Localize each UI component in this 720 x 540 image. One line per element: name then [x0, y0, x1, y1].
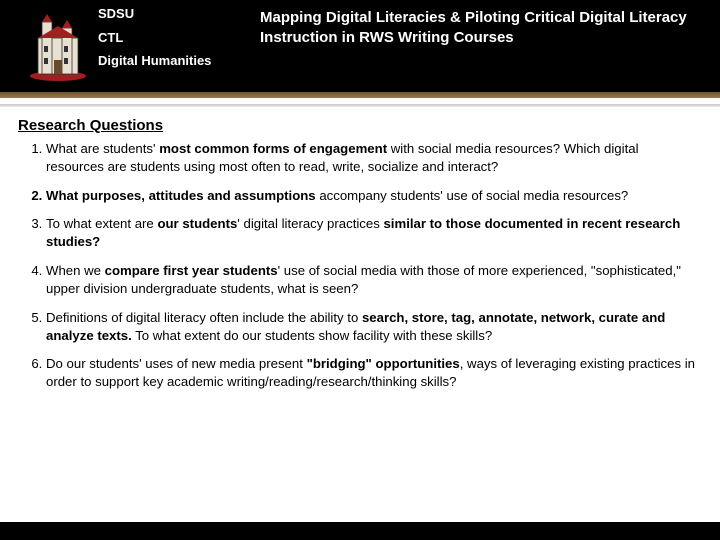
- question-text: What are students' most common forms of …: [46, 141, 639, 174]
- question-text: Definitions of digital literacy often in…: [46, 310, 665, 343]
- header-label-ctl: CTL: [98, 30, 211, 46]
- question-text: Do our students' uses of new media prese…: [46, 356, 695, 389]
- question-list: What are students' most common forms of …: [18, 140, 702, 391]
- slide-title: Mapping Digital Literacies & Piloting Cr…: [260, 8, 708, 49]
- institution-logo: [28, 10, 88, 82]
- header-label-sdsu: SDSU: [98, 6, 211, 22]
- header-label-dh: Digital Humanities: [98, 53, 211, 69]
- question-item: What are students' most common forms of …: [46, 140, 702, 176]
- question-item: What purposes, attitudes and assumptions…: [46, 187, 702, 205]
- question-item: Do our students' uses of new media prese…: [46, 355, 702, 391]
- question-item: When we compare first year students' use…: [46, 262, 702, 298]
- header-labels: SDSU CTL Digital Humanities: [98, 6, 211, 77]
- section-heading: Research Questions: [18, 117, 702, 134]
- question-text: When we compare first year students' use…: [46, 263, 681, 296]
- question-item: Definitions of digital literacy often in…: [46, 309, 702, 345]
- slide-body: Research Questions What are students' mo…: [0, 107, 720, 391]
- question-item: To what extent are our students' digital…: [46, 215, 702, 251]
- slide-header: SDSU CTL Digital Humanities Mapping Digi…: [0, 0, 720, 92]
- question-text: What purposes, attitudes and assumptions…: [46, 188, 628, 203]
- question-text: To what extent are our students' digital…: [46, 216, 680, 249]
- slide-footer-bar: [0, 522, 720, 540]
